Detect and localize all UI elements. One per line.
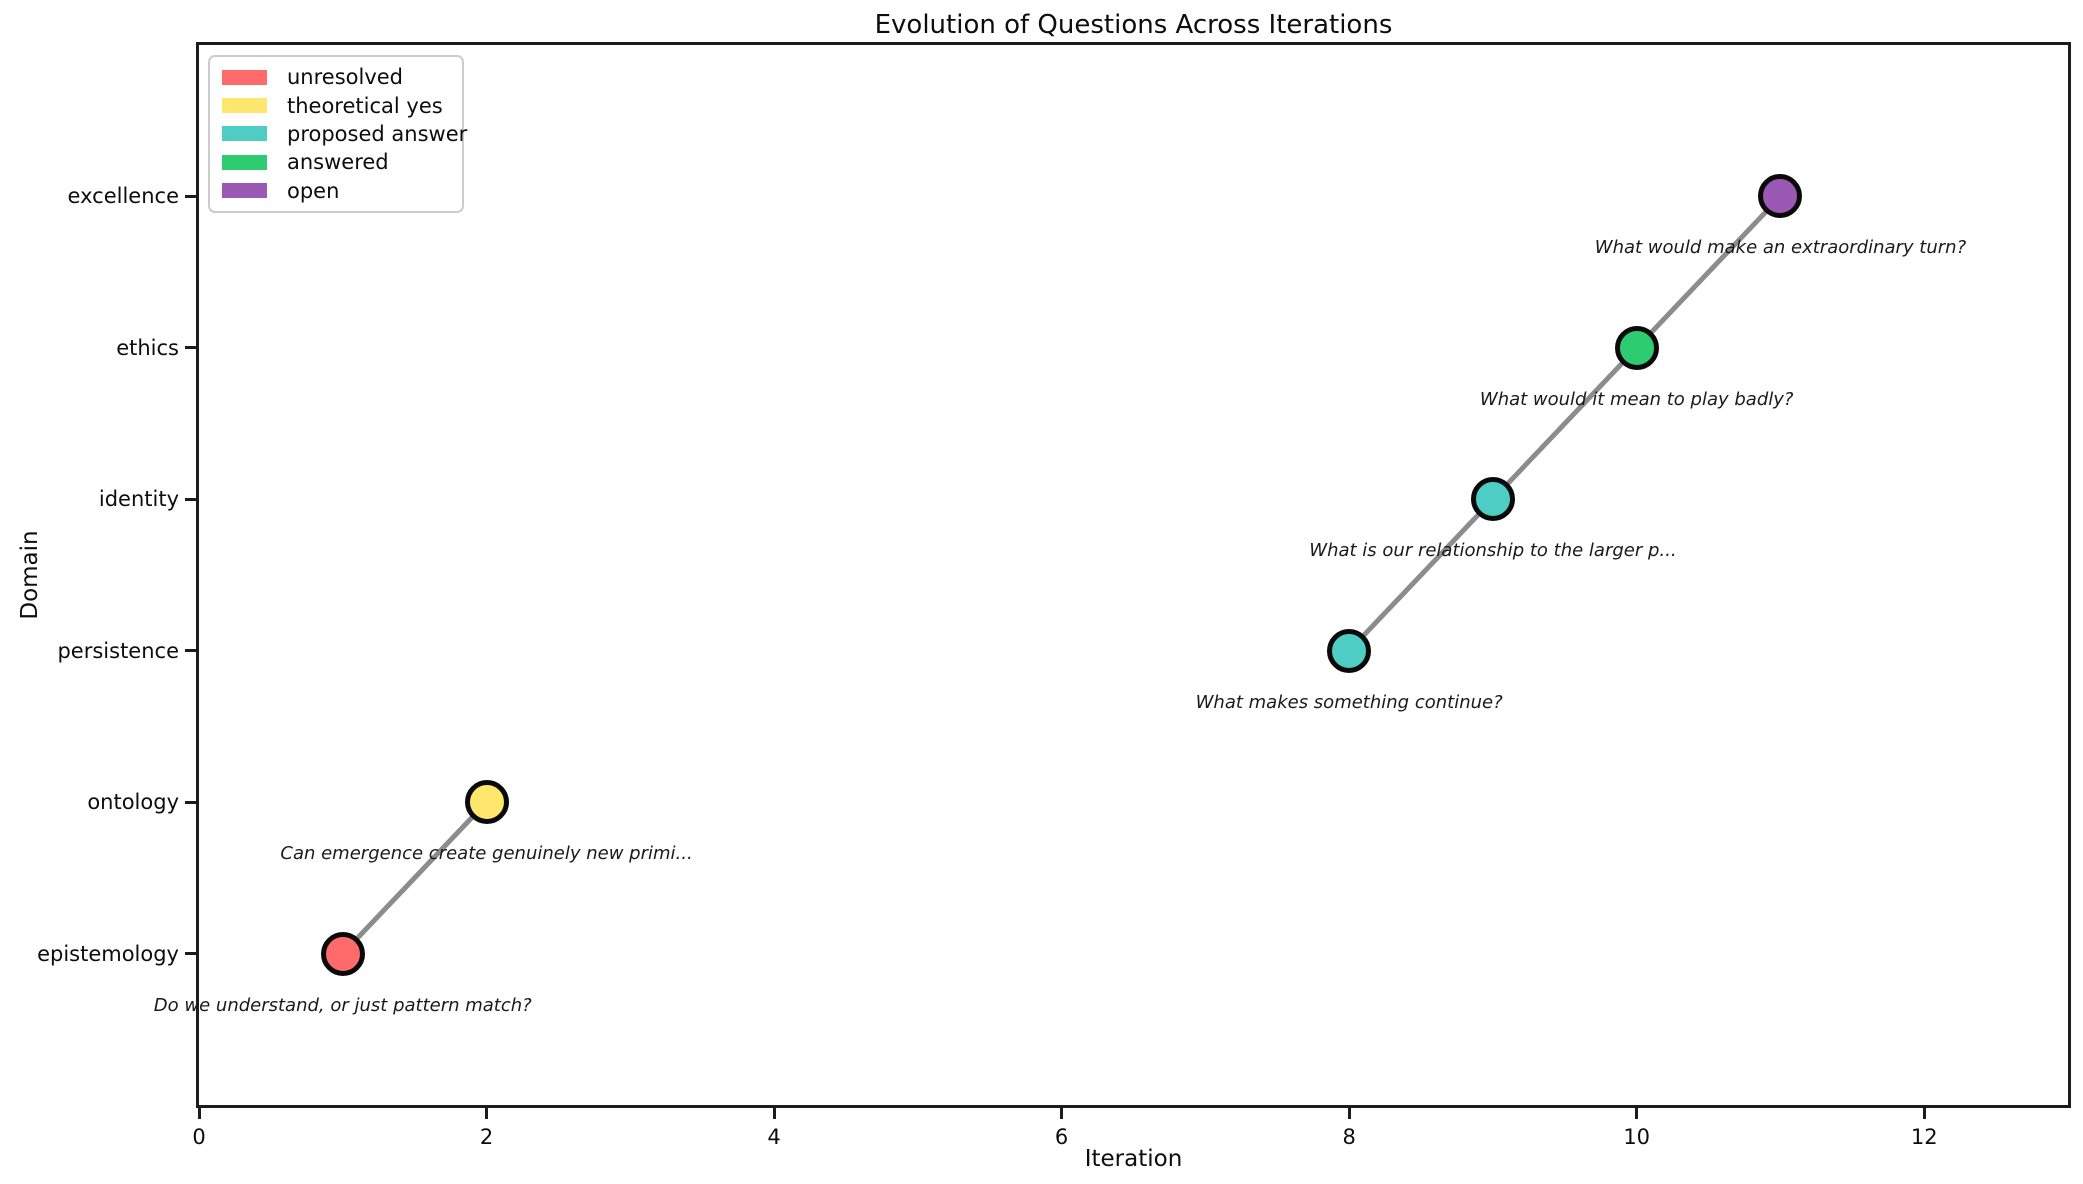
legend-swatch	[222, 183, 267, 199]
question-annotation-ontology: Can emergence create genuinely new primi…	[280, 843, 693, 865]
data-point-excellence	[1758, 174, 1803, 219]
y-axis-label: Domain	[17, 530, 43, 620]
x-tick-label: 4	[767, 1125, 781, 1149]
evolution-line	[1347, 194, 1783, 653]
connector-lines	[340, 194, 1783, 956]
y-tick-mark	[185, 800, 196, 804]
evolution-line	[340, 800, 489, 956]
x-tick-mark	[772, 1108, 776, 1119]
data-point-ethics	[1614, 325, 1659, 370]
legend-item-unresolved: unresolved	[222, 65, 450, 89]
x-tick-label: 2	[479, 1125, 494, 1149]
x-tick-label: 8	[1342, 1125, 1356, 1149]
data-point-identity	[1470, 477, 1515, 522]
y-tick-label-excellence: excellence	[67, 184, 179, 209]
x-tick-mark	[1060, 1108, 1064, 1119]
legend-label: answered	[287, 150, 389, 175]
legend-label: proposed answer	[287, 121, 468, 146]
legend-label: open	[287, 178, 340, 203]
y-tick-mark	[185, 952, 196, 956]
question-annotation-ethics: What would it mean to play badly?	[1479, 388, 1794, 410]
data-point-epistemology	[320, 931, 365, 976]
legend-item-open: open	[222, 179, 450, 203]
y-tick-label-epistemology: epistemology	[37, 941, 179, 966]
x-tick-label: 12	[1910, 1125, 1938, 1149]
question-annotation-epistemology: Do we understand, or just pattern match?	[153, 994, 532, 1016]
x-axis-label: Iteration	[1084, 1146, 1183, 1172]
y-tick-label-ethics: ethics	[116, 335, 179, 360]
y-tick-label-identity: identity	[98, 487, 179, 512]
data-point-ontology	[464, 780, 509, 825]
question-annotation-identity: What is our relationship to the larger p…	[1309, 540, 1677, 562]
legend-label: theoretical yes	[287, 93, 443, 118]
legend-item-proposed-answer: proposed answer	[222, 122, 467, 146]
legend-item-answered: answered	[222, 150, 450, 174]
legend: unresolved theoretical yes proposed answer…	[208, 55, 467, 213]
y-tick-mark	[185, 649, 196, 653]
question-annotation-persistence: What makes something continue?	[1195, 691, 1503, 713]
y-tick-label-ontology: ontology	[87, 790, 179, 815]
x-tick-label: 6	[1054, 1125, 1069, 1149]
x-tick-label: 10	[1623, 1125, 1651, 1149]
x-tick-mark	[485, 1108, 489, 1119]
legend-swatch	[222, 69, 267, 85]
x-tick-label: 0	[192, 1125, 206, 1149]
plot-area: Do we understand, or just pattern match?…	[154, 45, 2068, 1105]
y-tick-mark	[185, 194, 196, 198]
x-tick-mark	[197, 1108, 201, 1119]
x-tick-mark	[1922, 1108, 1926, 1119]
legend-label: unresolved	[287, 65, 404, 90]
y-tick-mark	[185, 497, 196, 501]
data-point-persistence	[1327, 628, 1372, 673]
legend-item-theoretical-yes: theoretical yes	[222, 94, 450, 118]
question-annotation-excellence: What would make an extraordinary turn?	[1594, 237, 1967, 259]
legend-swatch	[222, 98, 267, 114]
y-tick-label-persistence: persistence	[57, 638, 179, 663]
x-tick-mark	[1347, 1108, 1351, 1119]
y-tick-mark	[185, 346, 196, 350]
chart-title: Evolution of Questions Across Iterations	[874, 10, 1393, 40]
legend-swatch	[222, 126, 267, 142]
x-tick-mark	[1635, 1108, 1639, 1119]
legend-swatch	[222, 154, 267, 170]
